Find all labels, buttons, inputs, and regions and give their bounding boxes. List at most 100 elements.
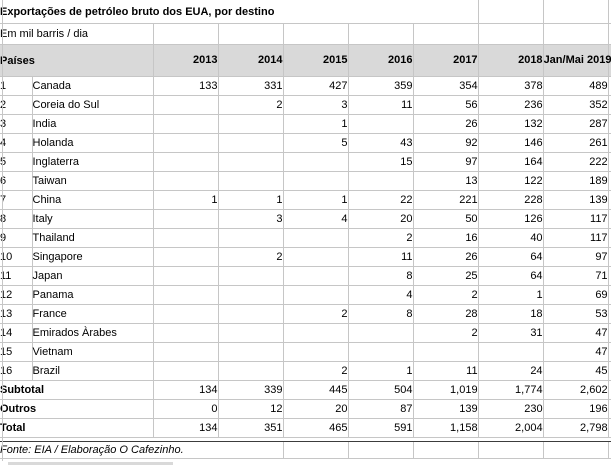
value-cell[interactable] bbox=[217, 228, 283, 248]
value-cell[interactable]: 1 bbox=[152, 190, 218, 210]
value-cell[interactable]: 15 bbox=[347, 152, 413, 172]
value-cell[interactable]: 2 bbox=[282, 304, 348, 324]
row-number-cell[interactable]: 10 bbox=[0, 247, 32, 267]
row-number-cell[interactable]: 3 bbox=[0, 114, 32, 134]
empty-cell[interactable] bbox=[152, 23, 218, 45]
summary-value-cell[interactable]: 134 bbox=[152, 418, 218, 438]
year-header-cell[interactable]: 2014 bbox=[217, 44, 283, 77]
value-cell[interactable]: 8 bbox=[347, 304, 413, 324]
row-number-cell[interactable]: 15 bbox=[0, 342, 32, 362]
units-label[interactable]: Em mil barris / dia bbox=[0, 23, 153, 45]
year-header-cell[interactable]: 2017 bbox=[412, 44, 479, 77]
empty-cell[interactable] bbox=[347, 23, 413, 45]
value-cell[interactable]: 22 bbox=[347, 190, 413, 210]
value-cell[interactable]: 18 bbox=[477, 304, 544, 324]
value-cell[interactable]: 117 bbox=[542, 228, 609, 248]
empty-cell[interactable] bbox=[412, 23, 479, 45]
empty-cell[interactable] bbox=[282, 441, 348, 459]
value-cell[interactable]: 28 bbox=[412, 304, 479, 324]
value-cell[interactable]: 40 bbox=[477, 228, 544, 248]
summary-value-cell[interactable]: 139 bbox=[412, 399, 479, 419]
value-cell[interactable]: 71 bbox=[542, 266, 609, 286]
value-cell[interactable] bbox=[217, 171, 283, 191]
value-cell[interactable]: 24 bbox=[477, 361, 544, 381]
value-cell[interactable]: 47 bbox=[542, 342, 609, 362]
value-cell[interactable]: 221 bbox=[412, 190, 479, 210]
value-cell[interactable]: 43 bbox=[347, 133, 413, 153]
value-cell[interactable] bbox=[152, 247, 218, 267]
value-cell[interactable] bbox=[152, 266, 218, 286]
country-name-cell[interactable]: Emirados Àrabes bbox=[31, 323, 153, 343]
value-cell[interactable] bbox=[282, 266, 348, 286]
country-name-cell[interactable]: Italy bbox=[31, 209, 153, 229]
value-cell[interactable]: 189 bbox=[542, 171, 609, 191]
value-cell[interactable]: 53 bbox=[542, 304, 609, 324]
empty-cell[interactable] bbox=[217, 23, 283, 45]
country-name-cell[interactable]: Inglaterra bbox=[31, 152, 153, 172]
summary-value-cell[interactable]: 12 bbox=[217, 399, 283, 419]
value-cell[interactable]: 45 bbox=[542, 361, 609, 381]
empty-cell[interactable] bbox=[542, 23, 609, 45]
value-cell[interactable]: 139 bbox=[542, 190, 609, 210]
year-header-cell[interactable]: 2013 bbox=[152, 44, 218, 77]
value-cell[interactable]: 261 bbox=[542, 133, 609, 153]
summary-value-cell[interactable]: 1,158 bbox=[412, 418, 479, 438]
row-number-cell[interactable]: 9 bbox=[0, 228, 32, 248]
row-number-cell[interactable]: 8 bbox=[0, 209, 32, 229]
value-cell[interactable]: 25 bbox=[412, 266, 479, 286]
value-cell[interactable]: 50 bbox=[412, 209, 479, 229]
value-cell[interactable] bbox=[152, 152, 218, 172]
value-cell[interactable] bbox=[217, 285, 283, 305]
summary-value-cell[interactable]: 351 bbox=[217, 418, 283, 438]
value-cell[interactable]: 117 bbox=[542, 209, 609, 229]
value-cell[interactable] bbox=[282, 323, 348, 343]
value-cell[interactable]: 20 bbox=[347, 209, 413, 229]
value-cell[interactable]: 126 bbox=[477, 209, 544, 229]
value-cell[interactable]: 164 bbox=[477, 152, 544, 172]
value-cell[interactable]: 133 bbox=[152, 76, 218, 96]
value-cell[interactable] bbox=[217, 152, 283, 172]
summary-value-cell[interactable]: 504 bbox=[347, 380, 413, 400]
row-number-cell[interactable]: 11 bbox=[0, 266, 32, 286]
summary-value-cell[interactable]: 2,602 bbox=[542, 380, 609, 400]
value-cell[interactable]: 3 bbox=[217, 209, 283, 229]
summary-value-cell[interactable]: 2,004 bbox=[477, 418, 544, 438]
value-cell[interactable] bbox=[217, 361, 283, 381]
value-cell[interactable]: 331 bbox=[217, 76, 283, 96]
summary-label-cell[interactable]: Subtotal bbox=[0, 380, 153, 400]
value-cell[interactable]: 13 bbox=[412, 171, 479, 191]
col-header-paises[interactable]: Países bbox=[0, 44, 153, 77]
summary-value-cell[interactable]: 1,019 bbox=[412, 380, 479, 400]
value-cell[interactable] bbox=[217, 342, 283, 362]
row-number-cell[interactable]: 2 bbox=[0, 95, 32, 115]
value-cell[interactable]: 64 bbox=[477, 247, 544, 267]
country-name-cell[interactable]: China bbox=[31, 190, 153, 210]
row-number-cell[interactable]: 7 bbox=[0, 190, 32, 210]
summary-value-cell[interactable]: 2,798 bbox=[542, 418, 609, 438]
value-cell[interactable] bbox=[347, 323, 413, 343]
value-cell[interactable]: 427 bbox=[282, 76, 348, 96]
value-cell[interactable] bbox=[152, 228, 218, 248]
empty-cell[interactable] bbox=[477, 23, 544, 45]
value-cell[interactable] bbox=[347, 342, 413, 362]
value-cell[interactable]: 354 bbox=[412, 76, 479, 96]
value-cell[interactable] bbox=[282, 228, 348, 248]
country-name-cell[interactable]: India bbox=[31, 114, 153, 134]
value-cell[interactable]: 69 bbox=[542, 285, 609, 305]
value-cell[interactable] bbox=[282, 285, 348, 305]
value-cell[interactable]: 287 bbox=[542, 114, 609, 134]
country-name-cell[interactable]: Canada bbox=[31, 76, 153, 96]
value-cell[interactable]: 228 bbox=[477, 190, 544, 210]
empty-cell[interactable] bbox=[282, 23, 348, 45]
row-number-cell[interactable]: 4 bbox=[0, 133, 32, 153]
value-cell[interactable] bbox=[282, 342, 348, 362]
country-name-cell[interactable]: Coreia do Sul bbox=[31, 95, 153, 115]
value-cell[interactable]: 8 bbox=[347, 266, 413, 286]
summary-value-cell[interactable]: 1,774 bbox=[477, 380, 544, 400]
value-cell[interactable] bbox=[152, 114, 218, 134]
country-name-cell[interactable]: Japan bbox=[31, 266, 153, 286]
summary-value-cell[interactable]: 339 bbox=[217, 380, 283, 400]
value-cell[interactable] bbox=[152, 209, 218, 229]
value-cell[interactable]: 1 bbox=[477, 285, 544, 305]
value-cell[interactable] bbox=[152, 304, 218, 324]
